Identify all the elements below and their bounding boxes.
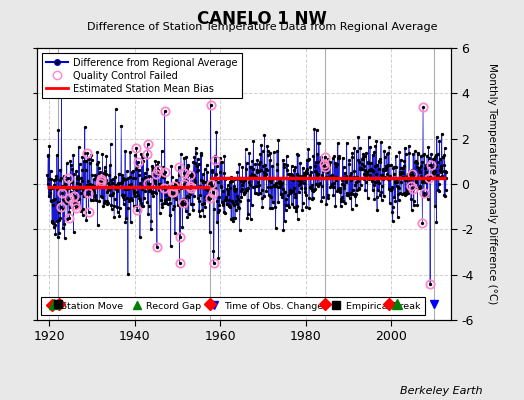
Legend: Station Move, Record Gap, Time of Obs. Change, Empirical Break: Station Move, Record Gap, Time of Obs. C… bbox=[41, 297, 425, 315]
Text: Difference of Station Temperature Data from Regional Average: Difference of Station Temperature Data f… bbox=[87, 22, 437, 32]
Text: Berkeley Earth: Berkeley Earth bbox=[400, 386, 482, 396]
Text: CANELO 1 NW: CANELO 1 NW bbox=[197, 10, 327, 28]
Y-axis label: Monthly Temperature Anomaly Difference (°C): Monthly Temperature Anomaly Difference (… bbox=[487, 63, 497, 305]
